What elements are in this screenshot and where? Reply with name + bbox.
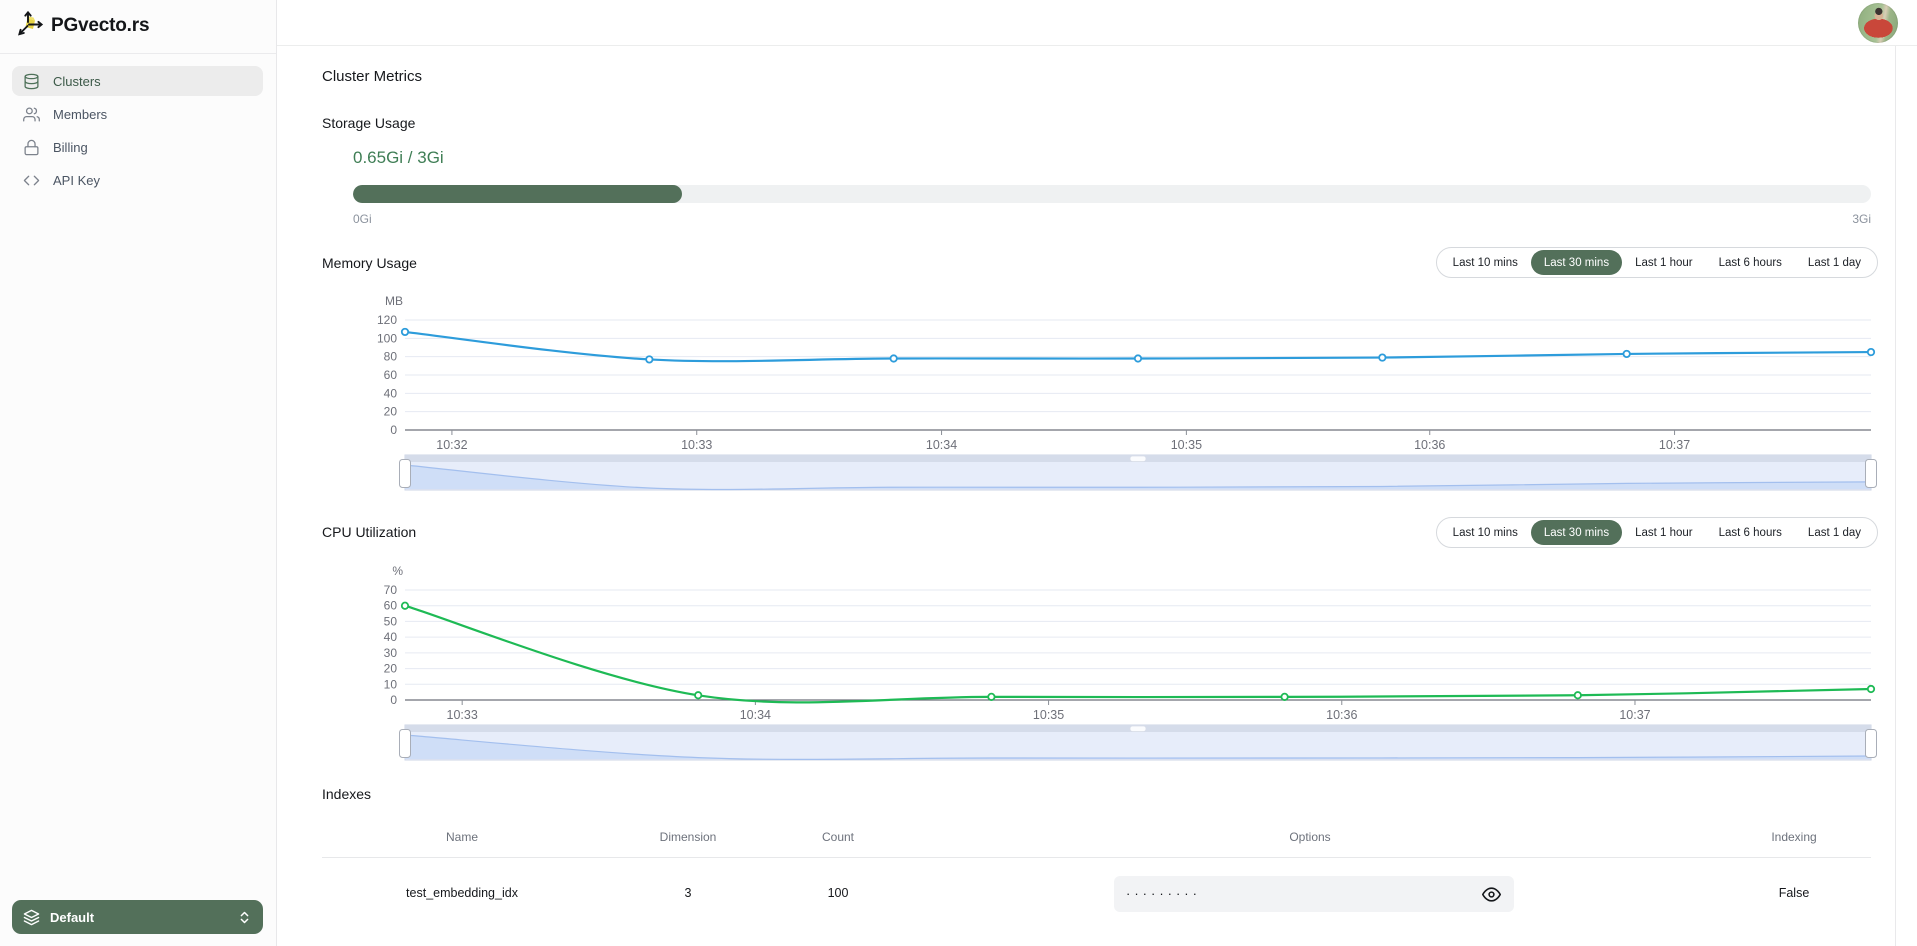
- svg-text:120: 120: [377, 313, 397, 327]
- svg-text:100: 100: [377, 331, 397, 345]
- topbar: [277, 0, 1917, 46]
- table-header-count: Count: [821, 830, 855, 844]
- storage-min-label: 0Gi: [353, 212, 372, 226]
- cell-dimension: 3: [684, 886, 692, 900]
- storage-max-label: 3Gi: [1852, 212, 1871, 226]
- svg-text:10: 10: [384, 677, 398, 691]
- brush-move-handle[interactable]: [1129, 725, 1147, 732]
- svg-text:10:36: 10:36: [1326, 708, 1357, 722]
- cell-indexing: False: [1778, 886, 1810, 900]
- brush-handle-left[interactable]: [399, 459, 411, 488]
- svg-text:10:35: 10:35: [1171, 438, 1202, 452]
- svg-text:%: %: [392, 564, 403, 578]
- lock-icon: [23, 139, 40, 156]
- brush-handle-right[interactable]: [1865, 459, 1877, 488]
- brush-handle-right[interactable]: [1865, 729, 1877, 758]
- table-header-divider: [322, 857, 1871, 858]
- svg-text:20: 20: [384, 405, 398, 419]
- svg-text:10:36: 10:36: [1414, 438, 1445, 452]
- svg-text:40: 40: [384, 386, 398, 400]
- sidebar-item-members[interactable]: Members: [12, 99, 263, 129]
- sidebar-item-label: Billing: [53, 139, 88, 155]
- project-switcher[interactable]: Default: [12, 900, 263, 934]
- svg-text:10:33: 10:33: [447, 708, 478, 722]
- range-button-last-1-hour[interactable]: Last 1 hour: [1622, 518, 1706, 547]
- svg-text:0: 0: [390, 423, 397, 437]
- svg-text:10:35: 10:35: [1033, 708, 1064, 722]
- options-masked-field[interactable]: ·········: [1114, 876, 1514, 912]
- svg-text:60: 60: [384, 599, 398, 613]
- range-button-last-10-mins[interactable]: Last 10 mins: [1440, 518, 1531, 547]
- cpu-section-title: CPU Utilization: [322, 524, 417, 540]
- svg-text:10:32: 10:32: [436, 438, 467, 452]
- sidebar-item-api-key[interactable]: API Key: [12, 165, 263, 195]
- sidebar-item-billing[interactable]: Billing: [12, 132, 263, 162]
- storage-progress-fill: [353, 185, 683, 203]
- cell-count: 100: [827, 886, 849, 900]
- range-button-last-6-hours[interactable]: Last 6 hours: [1706, 248, 1795, 277]
- brand-name: PGvecto.rs: [51, 15, 150, 36]
- code-icon: [23, 172, 40, 189]
- sidebar-nav: Clusters Members Billing API Key: [12, 66, 263, 195]
- storage-progress-bar: [353, 185, 1871, 203]
- memory-time-range-group: Last 10 mins Last 30 mins Last 1 hour Last …: [1435, 247, 1878, 278]
- options-masked-value: ·········: [1126, 886, 1201, 901]
- layers-icon: [23, 909, 40, 926]
- brand-logo-icon: [14, 8, 46, 45]
- svg-text:70: 70: [384, 583, 398, 597]
- svg-text:10:33: 10:33: [681, 438, 712, 452]
- eye-icon[interactable]: [1480, 883, 1502, 905]
- page-title: Cluster Metrics: [322, 68, 423, 85]
- storage-usage-label: 0.65Gi / 3Gi: [353, 148, 444, 167]
- sidebar-divider: [0, 53, 276, 54]
- storage-section-title: Storage Usage: [322, 115, 416, 131]
- svg-text:80: 80: [384, 350, 398, 364]
- table-header-options: Options: [1289, 830, 1331, 844]
- svg-text:40: 40: [384, 630, 398, 644]
- sidebar: PGvecto.rs Clusters Members Billing API Key…: [0, 0, 277, 946]
- svg-text:10:34: 10:34: [740, 708, 771, 722]
- range-button-last-1-day[interactable]: Last 1 day: [1795, 518, 1874, 547]
- range-button-last-30-mins[interactable]: Last 30 mins: [1530, 250, 1623, 275]
- svg-text:50: 50: [384, 614, 398, 628]
- indexes-section-title: Indexes: [322, 786, 372, 802]
- svg-text:60: 60: [384, 368, 398, 382]
- project-switcher-label: Default: [50, 909, 95, 925]
- sidebar-item-label: API Key: [53, 172, 100, 188]
- range-button-last-1-hour[interactable]: Last 1 hour: [1622, 248, 1706, 277]
- memory-section-title: Memory Usage: [322, 255, 417, 271]
- user-avatar[interactable]: [1858, 3, 1898, 43]
- range-button-last-10-mins[interactable]: Last 10 mins: [1440, 248, 1531, 277]
- sidebar-item-clusters[interactable]: Clusters: [12, 66, 263, 96]
- sidebar-item-label: Members: [53, 106, 108, 122]
- svg-text:30: 30: [384, 646, 398, 660]
- table-header-dimension: Dimension: [659, 830, 717, 844]
- sidebar-item-label: Clusters: [53, 73, 101, 89]
- brush-move-handle[interactable]: [1129, 455, 1147, 462]
- svg-text:0: 0: [390, 693, 397, 707]
- range-button-last-6-hours[interactable]: Last 6 hours: [1706, 518, 1795, 547]
- range-button-last-30-mins[interactable]: Last 30 mins: [1530, 520, 1623, 545]
- table-header-name: Name: [445, 830, 479, 844]
- database-icon: [23, 73, 40, 90]
- memory-usage-chart[interactable]: MB 0 20 40 60 80 100 120 10:32 10:33 10:34 10:35 10:…: [300, 288, 1900, 493]
- chevrons-up-down-icon: [237, 910, 252, 925]
- cell-name: test_embedding_idx: [406, 886, 518, 900]
- brush-handle-left[interactable]: [399, 729, 411, 758]
- scrollbar-track[interactable]: [1895, 46, 1896, 946]
- svg-text:10:37: 10:37: [1619, 708, 1650, 722]
- brand-logo[interactable]: PGvecto.rs: [14, 7, 150, 45]
- cpu-time-range-group: Last 10 mins Last 30 mins Last 1 hour Last …: [1435, 517, 1878, 548]
- svg-text:10:34: 10:34: [926, 438, 957, 452]
- range-button-last-1-day[interactable]: Last 1 day: [1795, 248, 1874, 277]
- svg-text:20: 20: [384, 662, 398, 676]
- svg-text:MB: MB: [385, 294, 403, 308]
- svg-text:10:37: 10:37: [1659, 438, 1690, 452]
- table-header-indexing: Indexing: [1771, 830, 1817, 844]
- users-icon: [23, 106, 40, 123]
